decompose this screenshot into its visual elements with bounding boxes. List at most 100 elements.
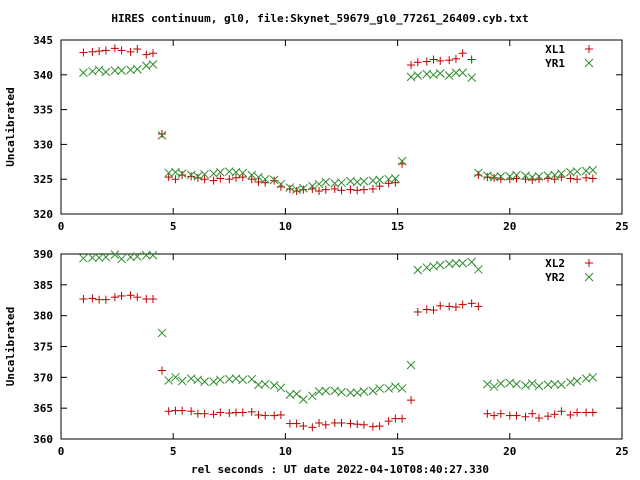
plus-point [566,174,575,183]
cross-point [254,380,263,390]
cross-point [397,156,407,166]
x-tick-label: 15 [391,445,404,458]
cross-point [467,257,477,267]
cross-point [94,253,104,263]
cross-point [489,382,499,391]
cross-point [157,130,167,140]
x-tick-label: 5 [170,445,177,458]
plus-point [171,175,180,184]
plus-point [505,411,514,420]
x-tick-label: 0 [58,445,65,458]
plus-point [142,295,151,304]
plus-point [101,46,110,55]
plus-point [209,410,218,419]
plus-point [95,295,104,304]
cross-point [132,64,142,74]
plus-point [88,47,97,56]
plus-point [543,412,552,421]
y-tick-label: 370 [33,371,53,384]
plus-point [391,414,400,423]
cross-point [496,379,506,388]
plus-point [582,408,591,417]
plus-point [117,46,126,55]
x-tick-label: 25 [615,220,628,233]
plus-point [270,411,279,420]
plus-point [413,58,422,67]
plus-point [299,422,308,431]
y-tick-label: 365 [33,402,53,415]
x-tick-label: 25 [615,445,628,458]
y-tick-label: 385 [33,279,53,292]
cross-point [126,252,135,262]
plus-point [187,407,196,416]
cross-point [224,374,234,384]
plus-point [353,420,362,429]
plus-point [315,187,324,196]
plus-point [187,172,196,181]
x-tick-label: 0 [58,220,65,233]
cross-point [543,380,553,390]
legend-label: XL2 [545,257,565,270]
plus-point [225,175,234,184]
plus-point [557,173,566,182]
cross-point [164,376,174,385]
plus-point [232,408,241,417]
cross-point [584,272,594,282]
y-tick-label: 390 [33,248,53,261]
x-tick-label: 20 [503,445,516,458]
plus-point [79,295,88,304]
cross-point [474,168,483,178]
plus-point [247,407,256,416]
cross-point [527,379,537,388]
cross-point [260,174,270,184]
plus-point [368,184,377,193]
cross-point [359,176,369,186]
cross-point [521,171,530,181]
plus-point [573,408,582,417]
plus-point [566,410,575,419]
cross-point [285,390,295,399]
plus-point [445,56,454,65]
plus-point [422,57,431,66]
plus-point [216,174,225,183]
plus-point [368,422,377,431]
chart-title: HIRES continuum, gl0, file:Skynet_59679_… [111,12,529,25]
plus-point [474,171,483,180]
plus-point [521,412,530,421]
cross-point [132,252,142,261]
plus-point [467,299,476,308]
plus-point [407,396,416,405]
plus-point [451,54,460,63]
plus-point [321,420,330,429]
cross-point [117,254,126,264]
cross-point [292,185,301,194]
plus-point [126,47,135,56]
y-tick-label: 340 [33,69,53,82]
y-tick-label: 335 [33,104,53,117]
plus-point [384,417,393,426]
plus-point [330,184,339,193]
cross-point [200,169,209,179]
plus-point [588,408,597,417]
cross-point [521,380,530,390]
plot-frame [60,253,623,440]
cross-point [215,167,225,177]
plus-point [346,185,355,194]
plus-point [557,407,566,416]
plus-point [95,47,104,56]
plus-point [110,44,119,53]
cross-point [276,179,286,189]
plus-point [292,419,301,428]
plus-point [436,56,445,65]
plus-point [375,182,384,191]
cross-point [79,68,88,78]
plus-point [588,174,597,183]
plus-point [164,407,173,416]
plus-point [429,306,438,315]
plus-point [133,45,142,54]
plus-point [353,186,362,195]
cross-point [458,258,468,268]
cross-point [429,70,438,80]
plus-point [512,411,521,420]
cross-point [391,174,400,183]
